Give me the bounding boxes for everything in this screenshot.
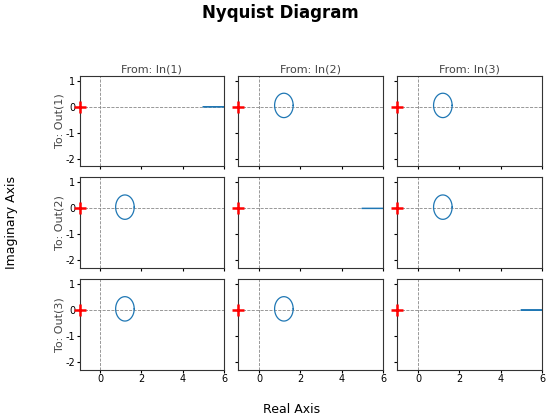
Title: From: In(3): From: In(3) xyxy=(439,65,500,75)
Y-axis label: To: Out(2): To: Out(2) xyxy=(54,195,64,250)
Text: Imaginary Axis: Imaginary Axis xyxy=(4,176,18,269)
Y-axis label: To: Out(3): To: Out(3) xyxy=(54,297,64,352)
Title: From: In(2): From: In(2) xyxy=(280,65,341,75)
Y-axis label: To: Out(1): To: Out(1) xyxy=(54,94,64,148)
Text: Nyquist Diagram: Nyquist Diagram xyxy=(202,4,358,22)
Text: Real Axis: Real Axis xyxy=(263,403,320,416)
Title: From: In(1): From: In(1) xyxy=(122,65,182,75)
